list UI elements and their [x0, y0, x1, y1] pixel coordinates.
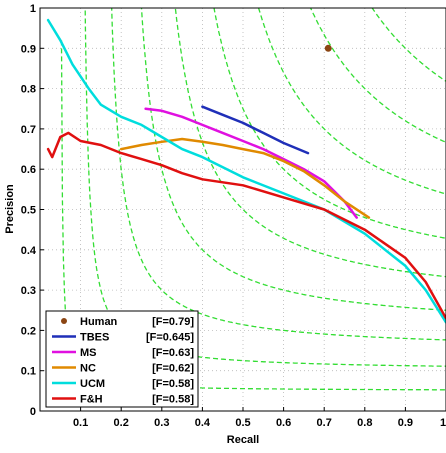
human-marker-layer [325, 45, 332, 52]
legend-f-score-tbes: [F=0.645] [146, 332, 194, 344]
y-tick-label-8: 0.8 [21, 84, 36, 96]
y-tick-label-6: 0.6 [21, 164, 36, 176]
x-tick-label-7: 0.8 [357, 417, 372, 429]
legend-label-tbes: TBES [80, 332, 109, 344]
legend-label-ucm: UCM [80, 378, 105, 390]
x-tick-label-9: 1 [440, 417, 446, 429]
x-tick-label-8: 0.9 [398, 417, 413, 429]
y-tick-label-3: 0.3 [21, 285, 36, 297]
y-tick-label-10: 1 [30, 3, 36, 15]
legend-f-score-ucm: [F=0.58] [152, 378, 194, 390]
legend-label-f-h: F&H [80, 394, 103, 406]
legend-label-human: Human [80, 316, 118, 328]
legend-label-ms: MS [80, 347, 97, 359]
x-tick-label-6: 0.7 [317, 417, 332, 429]
y-tick-label-4: 0.4 [21, 245, 37, 257]
y-tick-label-0: 0 [30, 406, 36, 418]
y-axis-label: Precision [4, 184, 16, 234]
x-tick-label-2: 0.3 [154, 417, 169, 429]
x-axis-label: Recall [227, 434, 259, 446]
legend-f-score-f-h: [F=0.58] [152, 394, 194, 406]
legend-label-nc: NC [80, 363, 96, 375]
x-tick-label-3: 0.4 [195, 417, 211, 429]
human-point [325, 45, 332, 52]
x-tick-label-4: 0.5 [235, 417, 250, 429]
x-tick-label-5: 0.6 [276, 417, 291, 429]
y-tick-label-7: 0.7 [21, 124, 36, 136]
legend-f-score-ms: [F=0.63] [152, 347, 194, 359]
x-tick-label-0: 0.1 [73, 417, 88, 429]
x-tick-label-1: 0.2 [114, 417, 129, 429]
y-tick-label-2: 0.2 [21, 325, 36, 337]
y-tick-label-9: 0.9 [21, 43, 36, 55]
y-tick-label-1: 0.1 [21, 366, 36, 378]
legend-f-score-nc: [F=0.62] [152, 363, 194, 375]
legend-f-score-human: [F=0.79] [152, 316, 194, 328]
legend-marker-human [61, 318, 67, 324]
y-tick-label-5: 0.5 [21, 205, 36, 217]
legend: Human [F=0.79] TBES [F=0.645] MS [F=0.63] NC [F… [46, 311, 198, 407]
